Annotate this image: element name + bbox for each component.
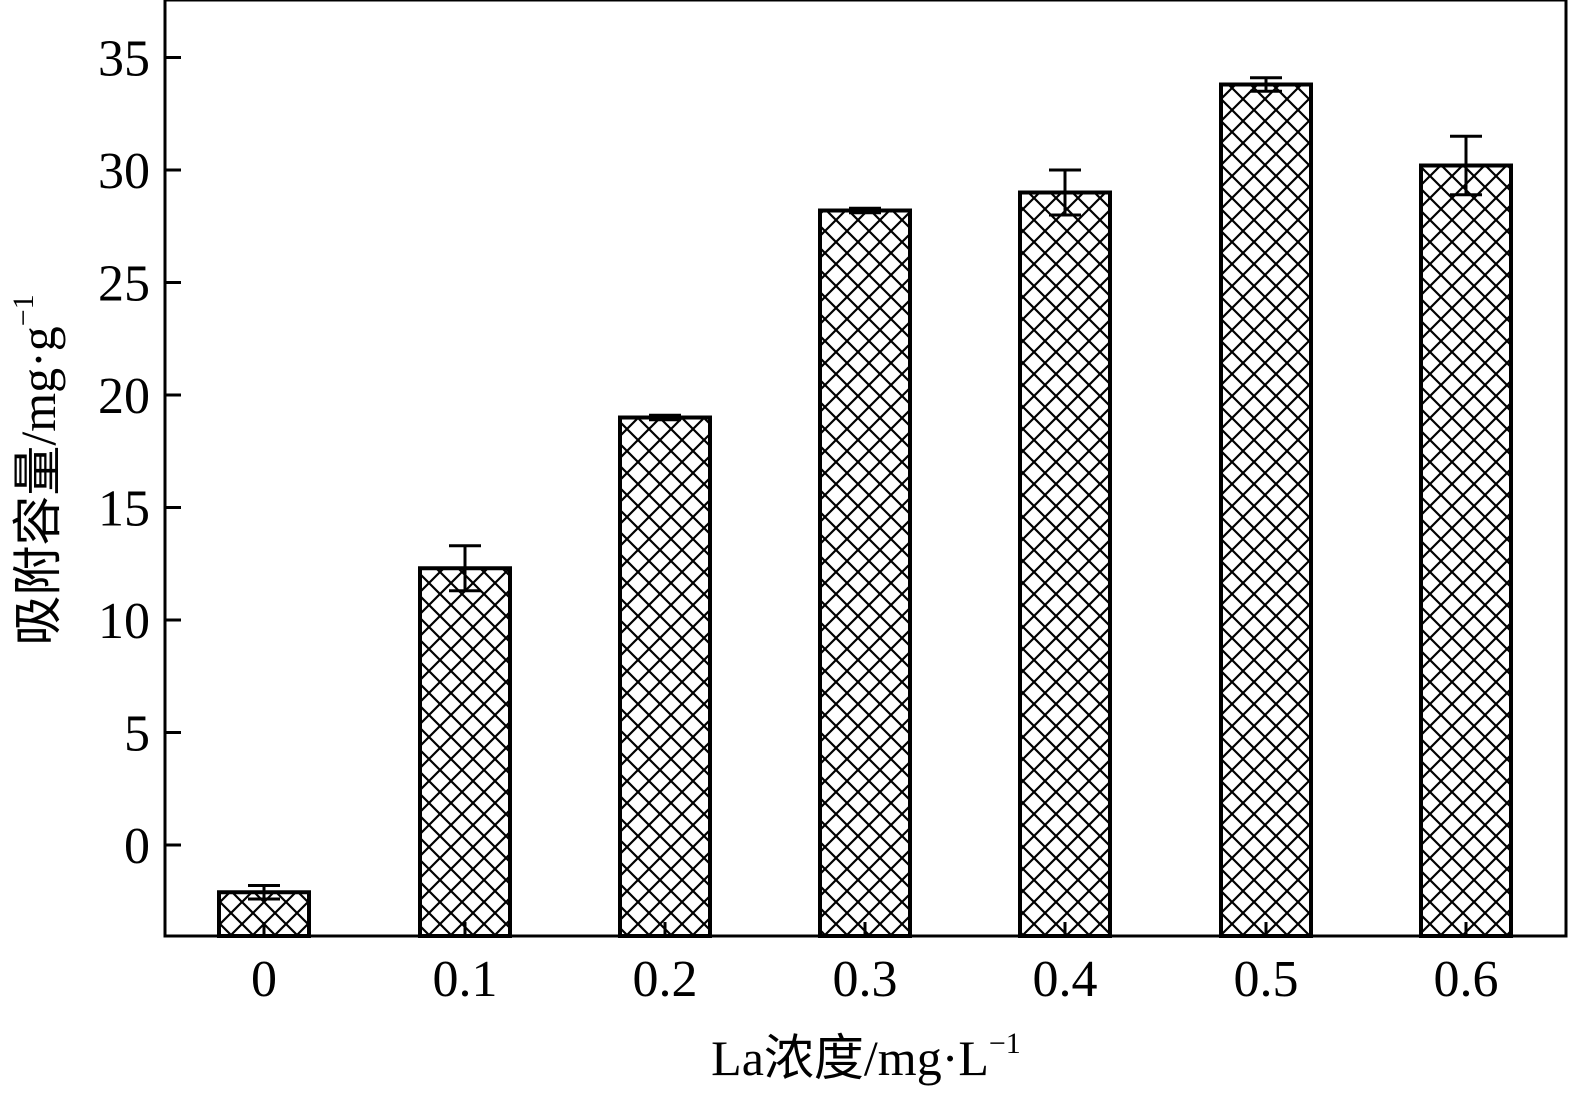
x-tick-label: 0.1 bbox=[433, 951, 498, 1008]
x-tick-label: 0.5 bbox=[1234, 951, 1299, 1008]
bars-group bbox=[217, 82, 1513, 938]
y-tick-label: 20 bbox=[98, 368, 150, 425]
x-axis: 0 0.1 0.2 0.3 0.4 0.5 0.6 bbox=[251, 922, 1499, 1008]
y-axis: 0 5 10 15 20 25 30 35 bbox=[98, 31, 181, 875]
x-tick-label: 0.6 bbox=[1434, 951, 1499, 1008]
bar-0.4 bbox=[1018, 190, 1112, 938]
bar-0.1 bbox=[418, 566, 512, 938]
y-axis-title: 吸附容量/mg·g−1 bbox=[7, 294, 66, 645]
error-bar-0 bbox=[248, 884, 280, 901]
bar-0.6 bbox=[1419, 163, 1513, 938]
y-tick-label: 10 bbox=[98, 593, 150, 650]
error-bar-0.2 bbox=[649, 413, 681, 422]
y-tick-label: 0 bbox=[124, 818, 150, 875]
bar-0.2 bbox=[618, 415, 712, 938]
y-tick-label: 15 bbox=[98, 481, 150, 538]
error-bars-group bbox=[248, 76, 1482, 901]
x-tick-label: 0.4 bbox=[1033, 951, 1098, 1008]
error-bar-0.6 bbox=[1450, 134, 1482, 197]
bar-0.5 bbox=[1219, 82, 1313, 938]
error-bar-0.4 bbox=[1049, 168, 1081, 217]
error-bar-0.3 bbox=[849, 206, 881, 215]
x-tick-label: 0.2 bbox=[633, 951, 698, 1008]
x-tick-label: 0 bbox=[251, 951, 277, 1008]
bar-0.3 bbox=[818, 208, 912, 938]
error-bar-0.1 bbox=[449, 544, 481, 593]
error-bar-0.5 bbox=[1250, 76, 1282, 93]
y-tick-label: 35 bbox=[98, 31, 150, 88]
y-tick-label: 30 bbox=[98, 143, 150, 200]
x-axis-title: La浓度/mg·L−1 bbox=[711, 1027, 1021, 1086]
y-tick-label: 25 bbox=[98, 256, 150, 313]
x-tick-label: 0.3 bbox=[833, 951, 898, 1008]
y-tick-label: 5 bbox=[124, 706, 150, 763]
